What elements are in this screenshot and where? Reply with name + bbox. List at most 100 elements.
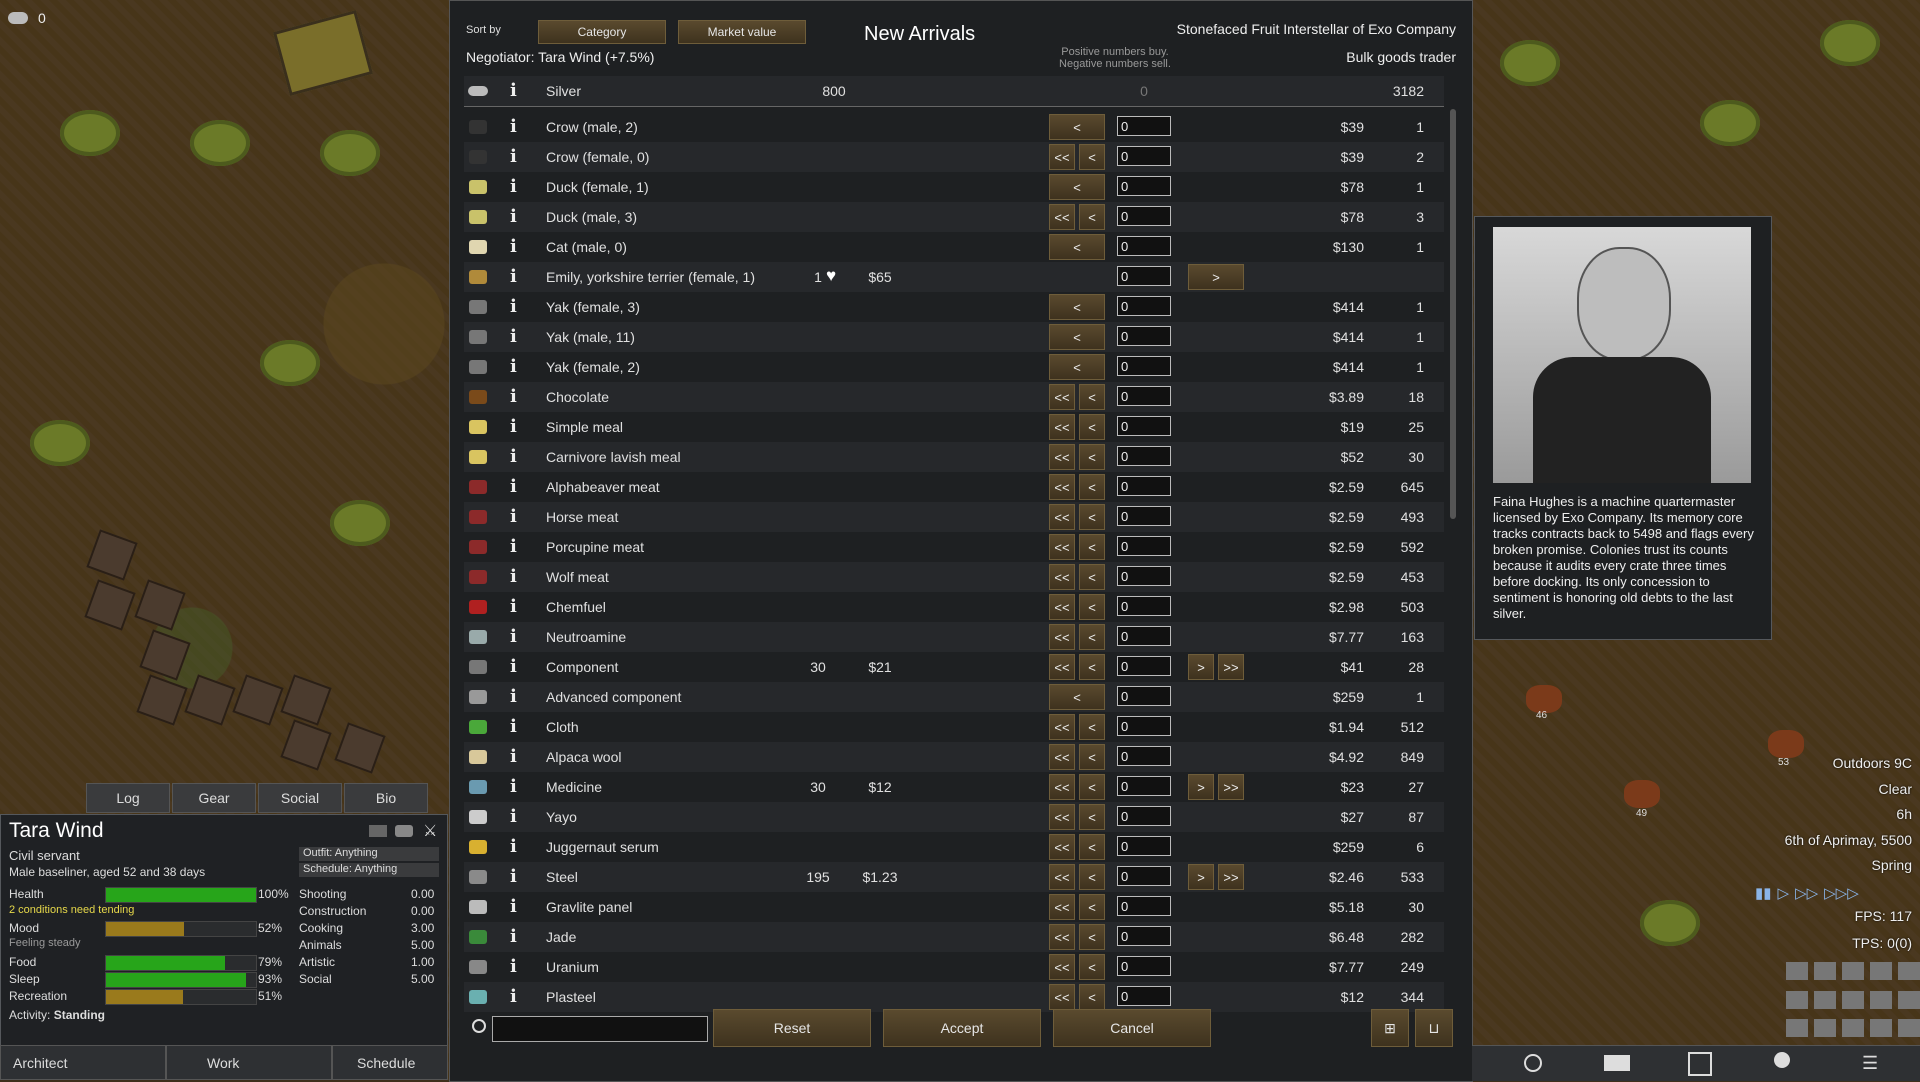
info-icon[interactable]: i: [510, 957, 520, 977]
sell-all-button[interactable]: >>: [1218, 654, 1244, 680]
trade-amount-input[interactable]: 0: [1117, 566, 1171, 586]
buy-all-button[interactable]: <<: [1049, 144, 1075, 170]
sell-all-button[interactable]: >>: [1218, 774, 1244, 800]
info-icon[interactable]: i: [510, 477, 520, 497]
buy-all-button[interactable]: <<: [1049, 954, 1075, 980]
buy-one-button[interactable]: <: [1079, 534, 1105, 560]
tab-log[interactable]: Log: [86, 783, 170, 813]
overlay-toggle-icon[interactable]: [1814, 1019, 1836, 1037]
trade-amount-input[interactable]: 0: [1117, 596, 1171, 616]
sell-one-button[interactable]: >: [1188, 264, 1244, 290]
trade-amount-input[interactable]: 0: [1117, 506, 1171, 526]
buy-one-button[interactable]: <: [1079, 774, 1105, 800]
speed-controls[interactable]: ▮▮ ▷ ▷▷ ▷▷▷: [1755, 884, 1859, 902]
trade-amount-input[interactable]: 0: [1117, 446, 1171, 466]
sell-one-button[interactable]: >: [1188, 864, 1214, 890]
overlay-toggle-icon[interactable]: [1898, 962, 1920, 980]
buy-all-button[interactable]: <<: [1049, 474, 1075, 500]
search-icon[interactable]: [1524, 1054, 1542, 1072]
tab-gear[interactable]: Gear: [172, 783, 256, 813]
info-icon[interactable]: i: [510, 777, 520, 797]
trade-amount-input[interactable]: 0: [1117, 866, 1171, 886]
trade-amount-input[interactable]: 0: [1117, 176, 1171, 196]
buy-one-button[interactable]: <: [1079, 654, 1105, 680]
trade-amount-input[interactable]: 0: [1117, 986, 1171, 1006]
buy-one-button[interactable]: <: [1079, 414, 1105, 440]
overlay-toggle-icon[interactable]: [1870, 962, 1892, 980]
buy-all-button[interactable]: <<: [1049, 504, 1075, 530]
trade-amount-input[interactable]: 0: [1117, 776, 1171, 796]
buy-one-button[interactable]: <: [1079, 714, 1105, 740]
info-icon[interactable]: i: [510, 387, 520, 407]
info-icon[interactable]: i: [510, 507, 520, 527]
sort-category-button[interactable]: Category: [538, 20, 666, 44]
info-icon[interactable]: i: [510, 117, 520, 137]
cart-icon[interactable]: ⊔: [1415, 1009, 1453, 1047]
info-icon[interactable]: i: [510, 627, 520, 647]
trade-amount-input[interactable]: 0: [1117, 836, 1171, 856]
buy-one-button[interactable]: <: [1049, 114, 1105, 140]
buy-all-button[interactable]: <<: [1049, 984, 1075, 1010]
info-icon[interactable]: i: [510, 597, 520, 617]
lightbulb-icon[interactable]: [1774, 1052, 1790, 1068]
buy-all-button[interactable]: <<: [1049, 384, 1075, 410]
trade-amount-input[interactable]: 0: [1117, 356, 1171, 376]
trade-amount-input[interactable]: 0: [1117, 656, 1171, 676]
overlay-toggle-icon[interactable]: [1842, 991, 1864, 1009]
factions-icon[interactable]: [1688, 1052, 1712, 1076]
info-icon[interactable]: i: [510, 867, 520, 887]
schedule-tab[interactable]: Schedule: [332, 1045, 448, 1080]
search-input[interactable]: [492, 1016, 708, 1042]
buy-one-button[interactable]: <: [1049, 294, 1105, 320]
architect-tab[interactable]: Architect: [0, 1045, 166, 1080]
info-icon[interactable]: i: [510, 327, 520, 347]
trade-amount-input[interactable]: 0: [1117, 896, 1171, 916]
sell-one-button[interactable]: >: [1188, 654, 1214, 680]
tab-social[interactable]: Social: [258, 783, 342, 813]
info-icon[interactable]: i: [510, 717, 520, 737]
draft-icon[interactable]: ⚔: [423, 821, 437, 841]
buy-all-button[interactable]: <<: [1049, 894, 1075, 920]
trade-amount-input[interactable]: 0: [1117, 806, 1171, 826]
info-icon[interactable]: i: [510, 657, 520, 677]
buy-one-button[interactable]: <: [1079, 384, 1105, 410]
trade-amount-input[interactable]: 0: [1117, 626, 1171, 646]
trade-amount-input[interactable]: 0: [1117, 326, 1171, 346]
schedule-selector[interactable]: Schedule: Anything: [299, 863, 439, 877]
camera-icon[interactable]: [395, 825, 413, 837]
buy-one-button[interactable]: <: [1079, 594, 1105, 620]
buy-all-button[interactable]: <<: [1049, 864, 1075, 890]
trade-amount-input[interactable]: 0: [1117, 686, 1171, 706]
buy-one-button[interactable]: <: [1079, 444, 1105, 470]
trade-amount-input[interactable]: 0: [1117, 146, 1171, 166]
tab-bio[interactable]: Bio: [344, 783, 428, 813]
trade-amount-input[interactable]: 0: [1117, 956, 1171, 976]
buy-one-button[interactable]: <: [1079, 804, 1105, 830]
buy-all-button[interactable]: <<: [1049, 774, 1075, 800]
self-tend-icon[interactable]: [369, 825, 387, 837]
info-icon[interactable]: i: [510, 897, 520, 917]
overlay-toggle-icon[interactable]: [1786, 991, 1808, 1009]
trade-amount-input[interactable]: 0: [1117, 476, 1171, 496]
buy-one-button[interactable]: <: [1079, 834, 1105, 860]
buy-all-button[interactable]: <<: [1049, 624, 1075, 650]
buy-one-button[interactable]: <: [1079, 474, 1105, 500]
buy-one-button[interactable]: <: [1079, 564, 1105, 590]
buy-one-button[interactable]: <: [1049, 174, 1105, 200]
buy-all-button[interactable]: <<: [1049, 744, 1075, 770]
buy-all-button[interactable]: <<: [1049, 924, 1075, 950]
cancel-button[interactable]: Cancel: [1053, 1009, 1211, 1047]
info-icon[interactable]: i: [510, 207, 520, 227]
info-icon[interactable]: i: [510, 837, 520, 857]
info-icon[interactable]: i: [510, 267, 520, 287]
buy-one-button[interactable]: <: [1079, 924, 1105, 950]
buy-all-button[interactable]: <<: [1049, 714, 1075, 740]
info-icon[interactable]: i: [510, 447, 520, 467]
overlay-toggle-icon[interactable]: [1786, 1019, 1808, 1037]
buy-one-button[interactable]: <: [1049, 684, 1105, 710]
buy-one-button[interactable]: <: [1049, 234, 1105, 260]
trade-amount-input[interactable]: 0: [1117, 266, 1171, 286]
overlay-toggle-icon[interactable]: [1898, 991, 1920, 1009]
info-icon[interactable]: i: [510, 567, 520, 587]
map-marker[interactable]: [1768, 730, 1804, 758]
